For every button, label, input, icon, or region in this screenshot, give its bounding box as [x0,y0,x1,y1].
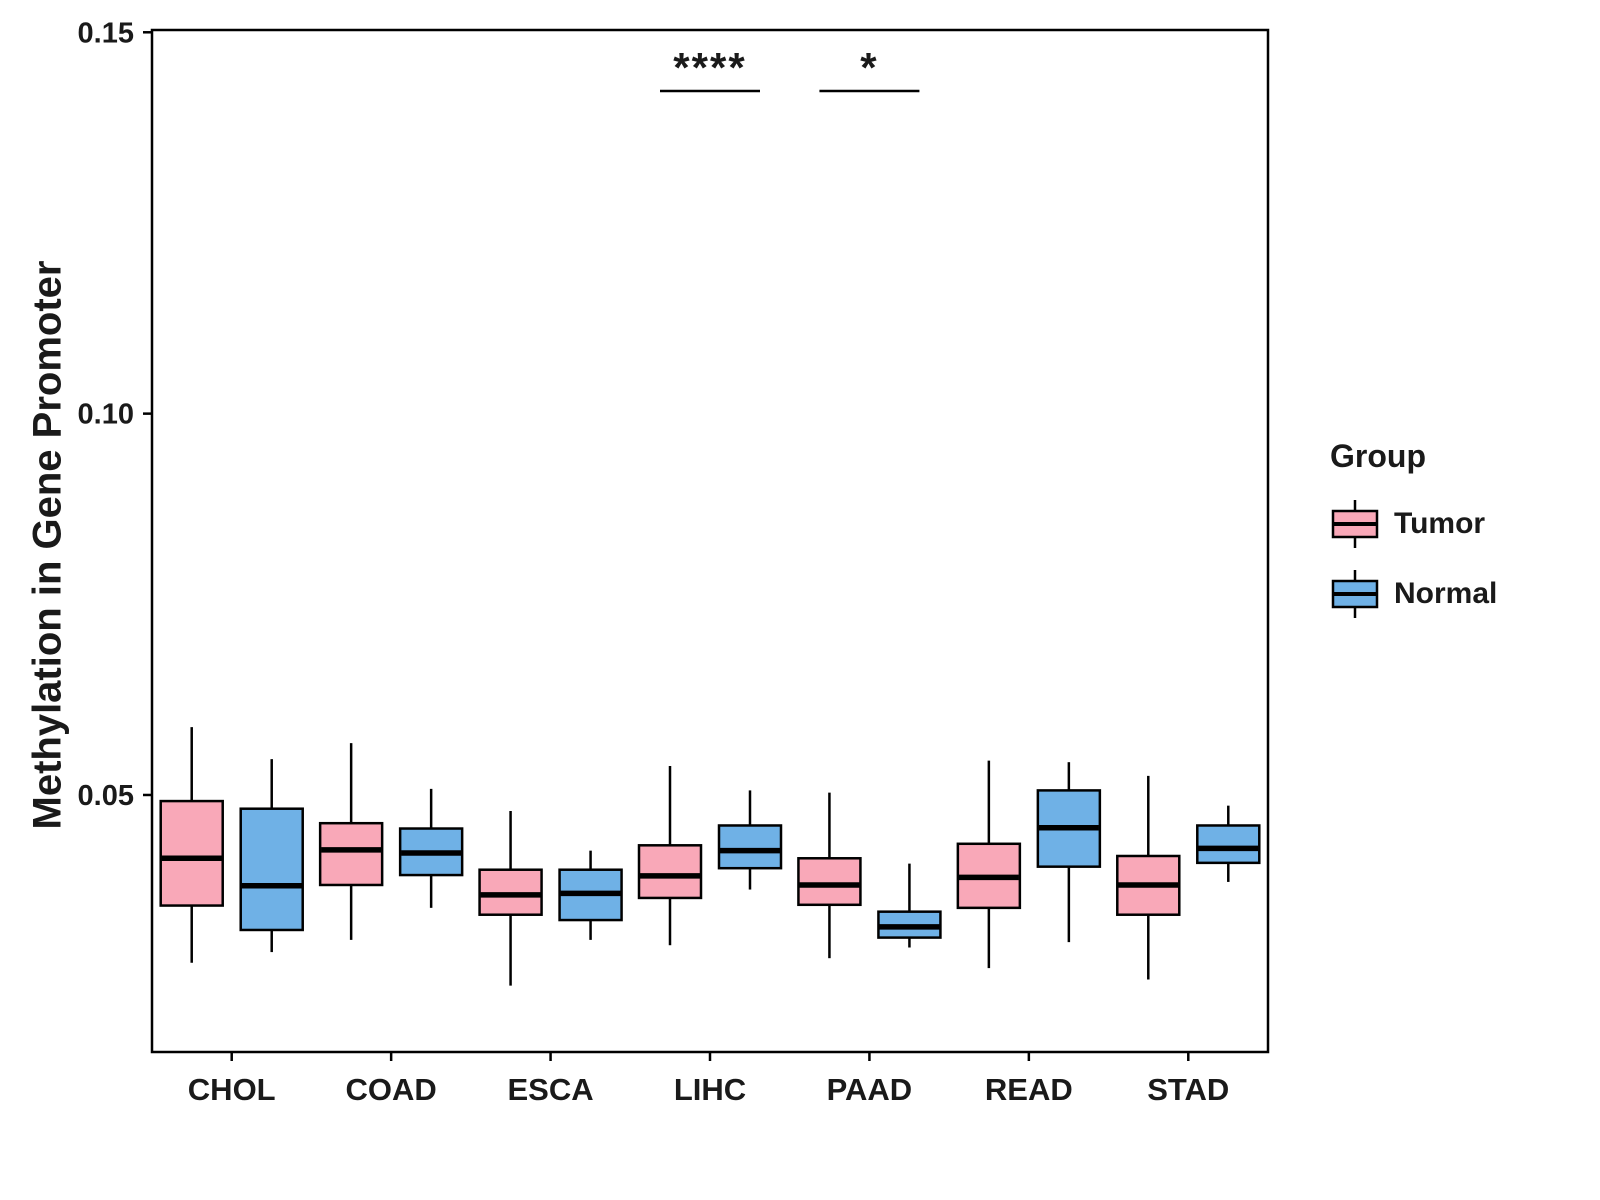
legend-label-tumor: Tumor [1394,507,1486,540]
x-category-label: READ [985,1072,1073,1107]
y-axis-title: Methylation in Gene Promoter [25,260,70,830]
box [797,857,862,907]
legend: Group Tumor Normal [1330,438,1497,637]
x-category-label: COAD [346,1072,437,1107]
significance-label: **** [673,44,746,91]
tumor-boxplot-key-icon [1331,500,1379,548]
legend-title: Group [1330,438,1426,474]
box [318,821,384,887]
legend-entry-tumor: Tumor [1330,497,1497,551]
x-category-label: STAD [1147,1072,1229,1107]
legend-label-normal: Normal [1394,577,1498,610]
box [1196,824,1261,865]
x-category-label: CHOL [188,1072,276,1107]
significance-label: * [860,44,878,91]
box [159,799,224,907]
normal-boxplot-key-icon [1331,570,1379,618]
y-tick-label: 0.15 [78,17,134,49]
legend-entry-normal: Normal [1330,567,1497,621]
x-category-label: LIHC [674,1072,746,1107]
x-category-label: PAAD [827,1072,913,1107]
y-tick-label: 0.10 [78,399,134,431]
box [637,844,703,900]
box [239,807,304,932]
x-category-label: ESCA [508,1072,594,1107]
y-tick-label: 0.05 [78,780,134,812]
panel-border [150,28,1270,1054]
box [717,824,783,870]
